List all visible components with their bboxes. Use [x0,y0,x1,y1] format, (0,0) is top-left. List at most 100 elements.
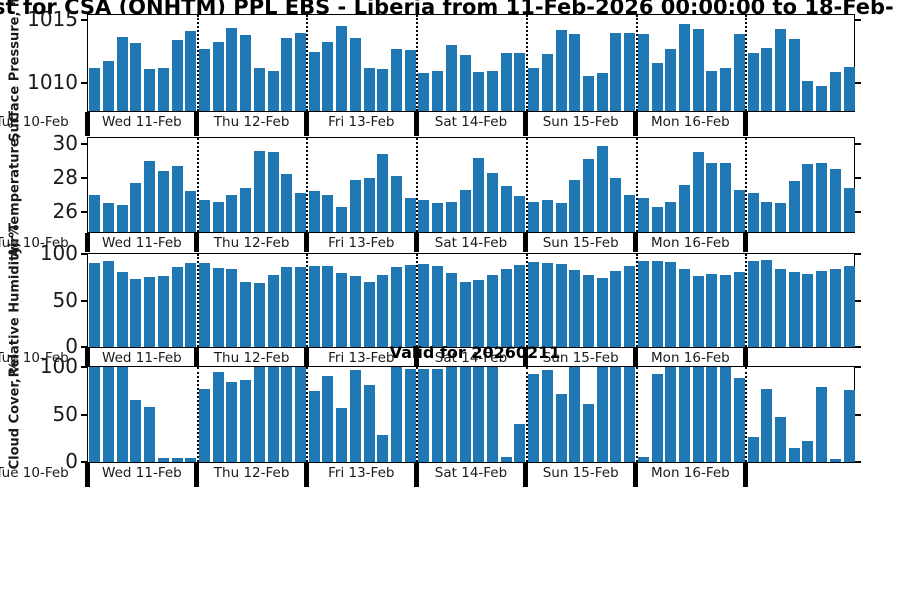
cloud-cover-bar [281,367,293,462]
cloud-cover-bar [418,368,430,462]
day-tick-mark [194,348,200,367]
relative-humidity-bar [761,259,773,347]
air-temperature-bar [706,162,718,232]
cloud-cover-bar [432,368,444,462]
relative-humidity-bar [665,262,677,347]
air-temperature-bar [295,193,306,232]
relative-humidity-bar [445,272,457,347]
cloud-cover-bar [802,441,814,462]
relative-humidity-bar [514,265,526,347]
air-temperature-bar [253,150,265,232]
surface-pressure-bar [651,63,663,111]
day-tick-mark [633,112,639,136]
day-separator-line [306,138,309,232]
day-separator-line [416,138,419,232]
day-separator-line [196,254,199,347]
day-separator-line [416,367,419,462]
cloud-cover-bar [144,406,156,462]
x-tick-label: Sun 15-Feb [542,235,619,251]
cloud-cover-bar [829,459,841,462]
surface-pressure-bar [802,80,814,111]
relative-humidity-bar [322,266,334,347]
cloud-cover-bar [528,373,540,462]
surface-pressure-bar [487,70,498,111]
surface-pressure-bar [308,51,320,111]
y-tick-mark [855,299,861,302]
x-tick-label: Sat 14-Feb [434,465,508,481]
relative-humidity-bar [116,271,128,347]
y-tick-mark [81,346,87,348]
relative-humidity-bar [720,275,732,347]
relative-humidity-bar [528,262,540,347]
day-tick-mark [523,463,529,487]
y-tick-mark [81,210,87,213]
y-tick-mark [81,142,87,145]
day-separator-line [525,254,528,347]
relative-humidity-bar [596,278,608,347]
cloud-cover-bar [116,367,128,462]
relative-humidity-bar [363,281,375,347]
surface-pressure-plot: 1010 1015 [27,8,861,112]
surface-pressure-bar [541,54,553,111]
day-separator-line [416,254,419,347]
relative-humidity-bar [843,266,855,347]
cloud-cover-bar [240,380,252,462]
surface-pressure-bar [816,85,828,111]
relative-humidity-bar [281,267,293,347]
air-temperature-bar [569,179,581,232]
air-temperature-bar [500,186,512,232]
cloud-cover-bar [322,375,334,462]
air-temperature-bar [226,194,238,232]
relative-humidity-bar [541,263,553,347]
x-tick-label: Fri 13-Feb [328,114,395,130]
cloud-cover-bar [391,367,402,462]
surface-pressure-bar [569,33,581,111]
surface-pressure-bar [349,37,361,111]
relative-humidity-bar [336,272,348,347]
day-tick-mark [194,463,200,487]
air-temperature-bar [199,199,210,232]
x-tick-label: Wed 11-Feb [102,235,182,251]
air-temperature-bar [487,172,498,232]
day-separator-line [525,15,528,111]
air-temperature-bar [541,199,553,232]
surface-pressure-bar [624,32,636,111]
day-tick-mark [413,463,419,487]
cloud-cover-bar [637,457,649,462]
surface-pressure-bar [363,68,375,111]
air-temperature-bar [418,199,430,232]
day-separator-line [745,254,748,347]
x-tick-label: Fri 13-Feb [328,350,395,366]
cloud-cover-bar [541,369,553,462]
air-temperature-bar [308,191,320,232]
relative-humidity-bar [199,263,210,347]
y-tick-mark [81,461,87,463]
surface-pressure-bar [665,49,677,111]
x-tick-label: Tue 10-Feb [0,114,69,130]
cloud-cover-bar [487,367,498,462]
air-temperature-bar [802,164,814,232]
surface-pressure-bar [596,73,608,111]
day-separator-line [635,15,638,111]
day-separator-line [525,367,528,462]
y-tick-label: 1010 [27,70,78,95]
relative-humidity-bar [610,270,622,347]
surface-pressure-bar [89,68,101,111]
relative-humidity-bar [624,266,636,347]
relative-humidity-bar [569,269,581,347]
cloud-cover-bar [377,435,389,462]
y-tick-label: 50 [52,401,78,426]
relative-humidity-bar [267,274,279,347]
y-tick-mark [855,142,861,145]
surface-pressure-bar [336,26,348,111]
relative-humidity-bar [473,280,485,347]
day-tick-mark [303,112,309,136]
surface-pressure-bar [829,71,841,111]
day-tick-mark [303,348,309,367]
air-temperature-bar [624,194,636,232]
cloud-cover-bar [555,393,567,462]
air-temperature-bar [555,203,567,232]
surface-pressure-bar [445,45,457,111]
cloud-cover-bar [692,367,704,462]
